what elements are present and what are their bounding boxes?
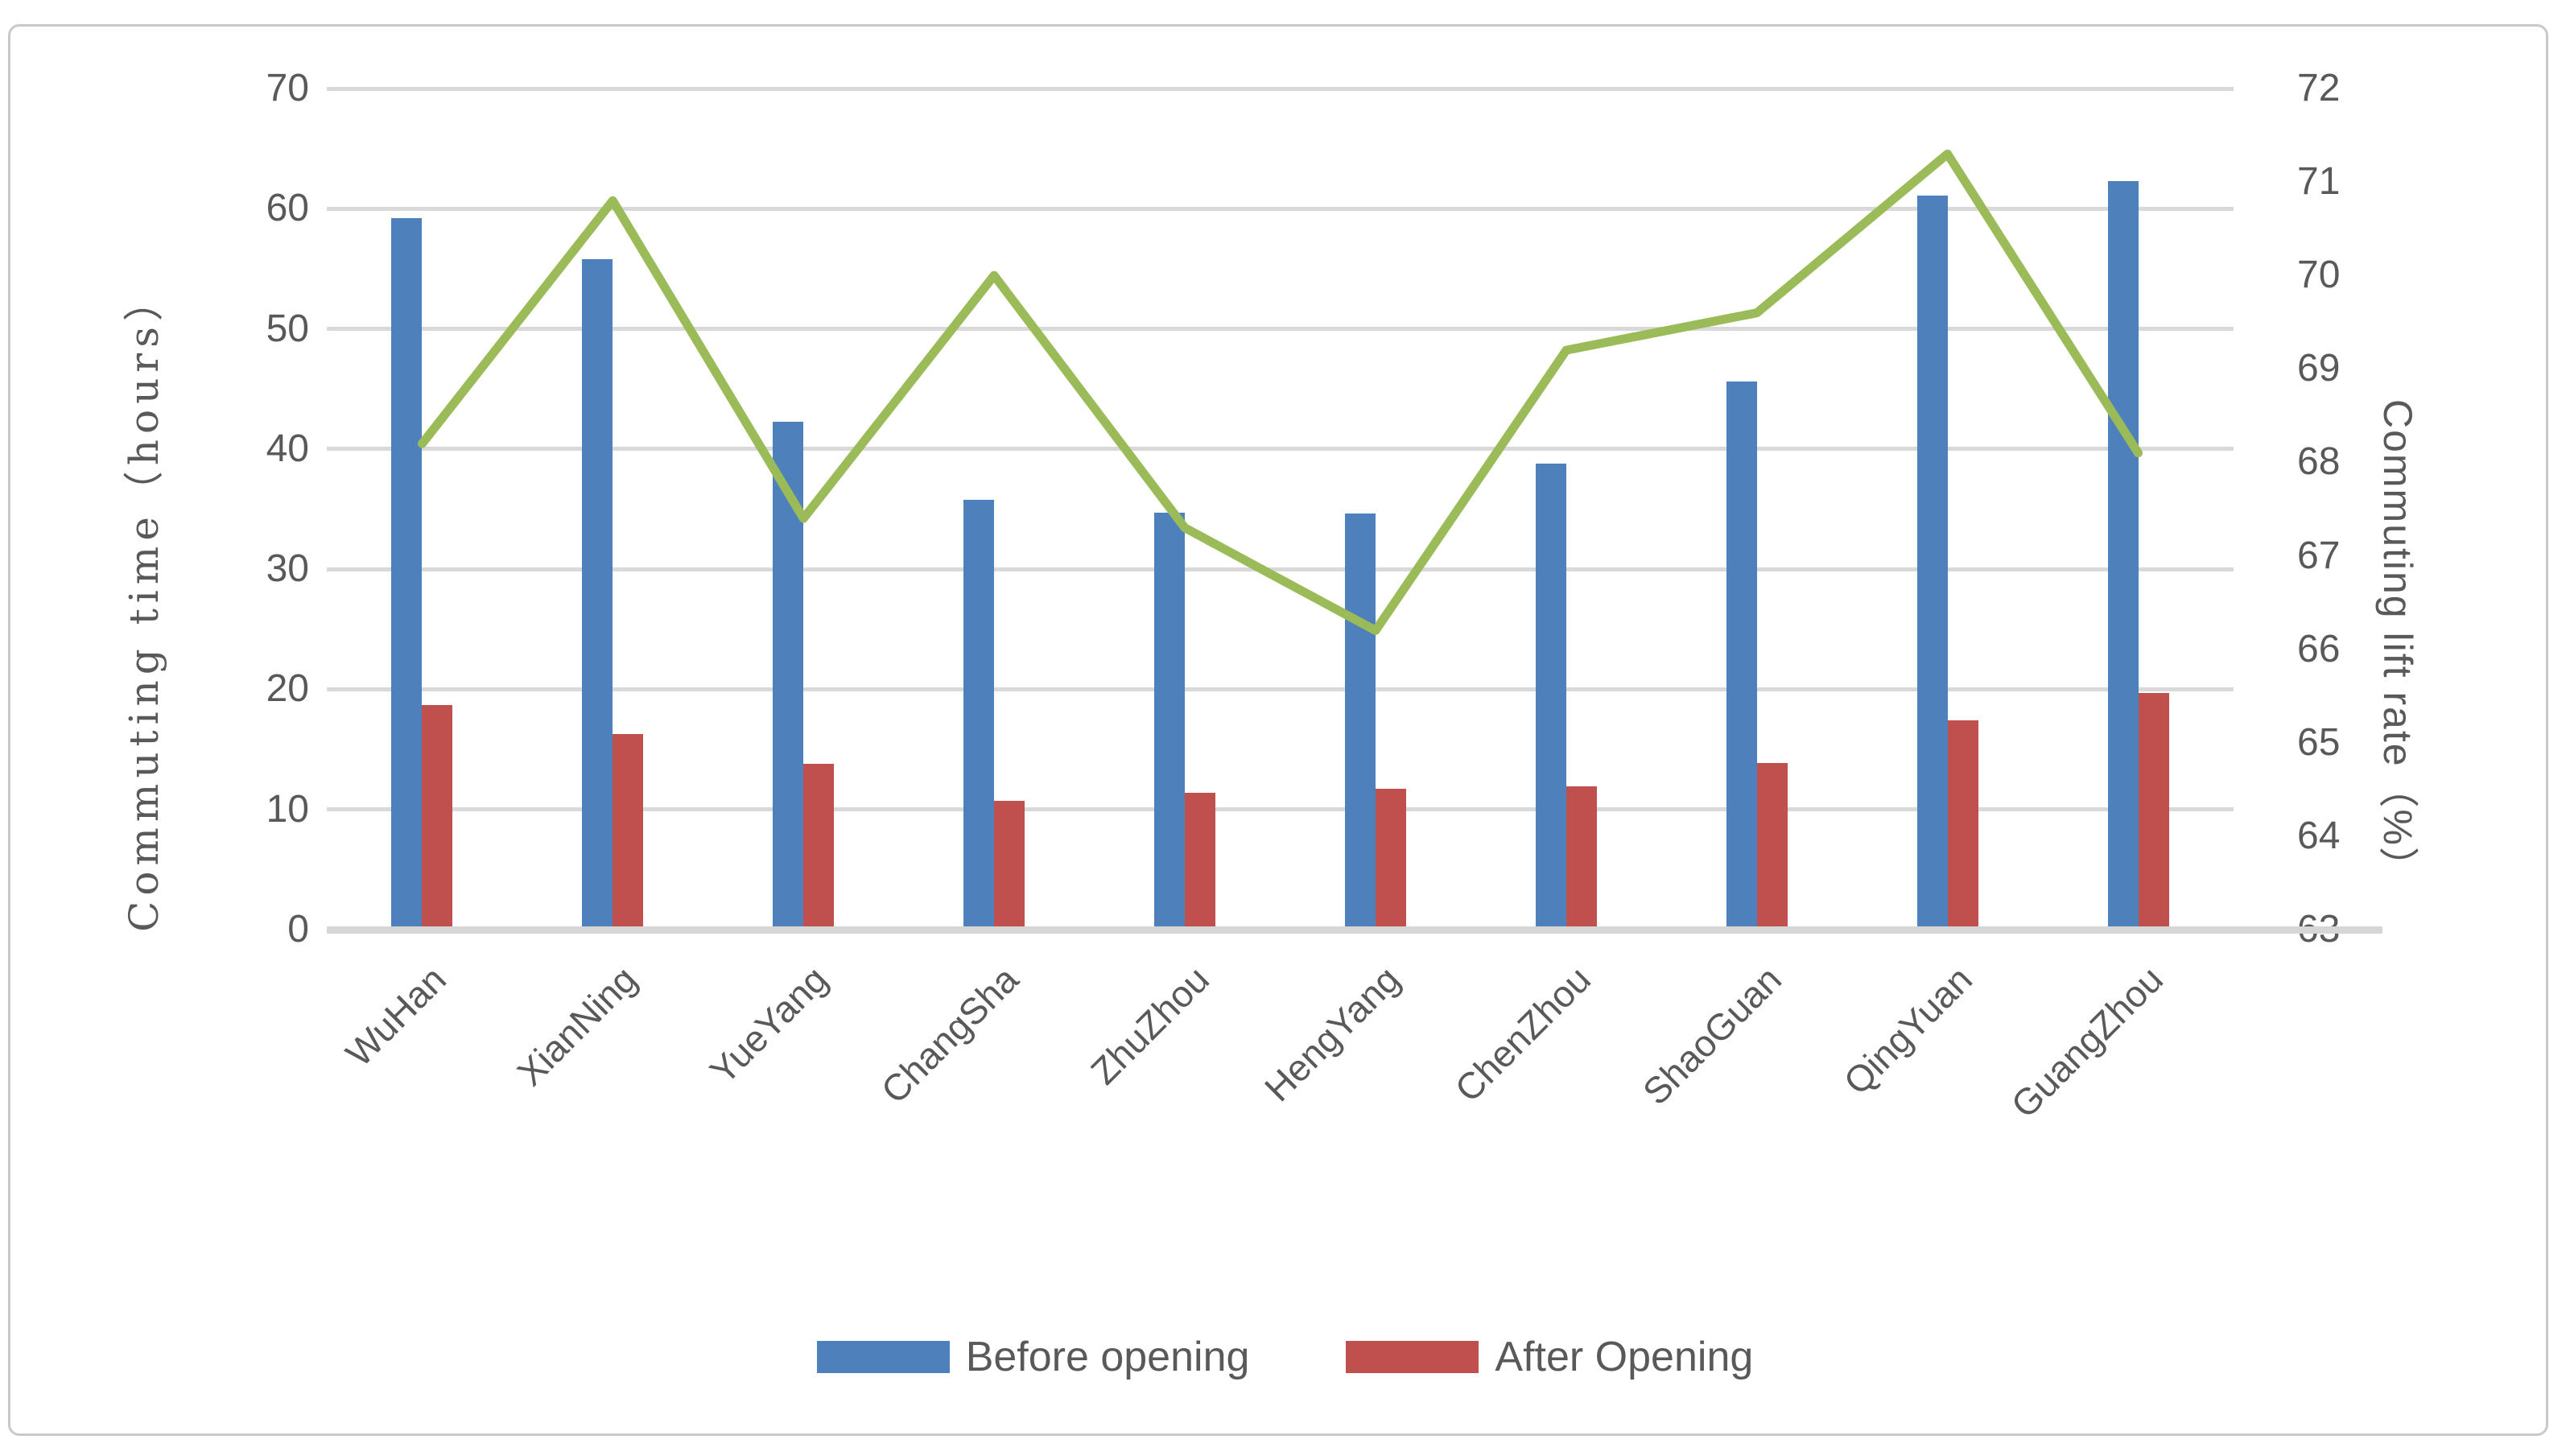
bar-before-qingyuan [1916, 195, 1948, 930]
gridline-40 [327, 447, 2234, 452]
bar-before-xianning [582, 259, 613, 930]
gridline-70 [327, 86, 2234, 91]
left-tick-60: 60 [266, 187, 309, 230]
bar-after-qingyuan [1947, 720, 1978, 930]
x-label-xianning: XianNing [509, 958, 646, 1095]
right-tick-69: 69 [2297, 347, 2341, 390]
x-label-yueyang: YueYang [701, 958, 836, 1092]
left-tick-40: 40 [266, 427, 309, 470]
bar-before-guangzhou [2107, 180, 2139, 930]
right-tick-64: 64 [2297, 814, 2341, 857]
right-tick-65: 65 [2297, 720, 2341, 764]
x-axis-line [327, 926, 2382, 934]
left-tick-50: 50 [266, 307, 309, 350]
x-label-hengyang: HengYang [1256, 958, 1408, 1110]
legend-label: After Opening [1495, 1334, 1754, 1380]
left-tick-10: 10 [266, 787, 309, 831]
lift-rate-line-series [418, 149, 2143, 635]
bar-after-changsha [994, 801, 1025, 930]
x-label-changsha: ChangSha [872, 958, 1027, 1112]
x-label-shaoguan: ShaoGuan [1634, 958, 1789, 1113]
right-tick-68: 68 [2297, 440, 2341, 484]
bar-after-xianning [613, 733, 644, 930]
gridline-10 [327, 807, 2234, 812]
left-tick-20: 20 [266, 667, 309, 711]
gridline-30 [327, 567, 2234, 571]
legend-item-after-opening: After Opening [1346, 1333, 1753, 1381]
x-label-chenzhou: ChenZhou [1446, 958, 1599, 1110]
bar-before-changsha [963, 499, 995, 930]
left-tick-30: 30 [266, 547, 309, 591]
left-tick-70: 70 [266, 67, 309, 109]
gridline-20 [327, 687, 2234, 691]
bar-after-zhuzhou [1185, 792, 1216, 930]
bar-after-yueyang [803, 764, 835, 930]
plot-area [327, 86, 2234, 930]
x-label-guangzhou: GuangZhou [2003, 958, 2171, 1126]
bar-before-shaoguan [1726, 382, 1757, 930]
bar-after-hengyang [1375, 789, 1406, 930]
left-axis-title: Commuting time（hours） [121, 275, 167, 932]
lift-rate-polyline [418, 149, 2143, 635]
right-tick-70: 70 [2297, 254, 2341, 297]
bar-before-zhuzhou [1154, 512, 1186, 930]
right-tick-71: 71 [2297, 160, 2341, 204]
x-label-zhuzhou: ZhuZhou [1083, 958, 1218, 1093]
legend-swatch-icon [816, 1341, 950, 1373]
bar-after-wuhan [422, 704, 453, 930]
right-axis-title: Commuting lift rate（%） [2375, 398, 2420, 889]
legend-item-before-opening: Before opening [816, 1333, 1250, 1381]
x-label-qingyuan: QingYuan [1835, 958, 1980, 1103]
x-label-wuhan: WuHan [337, 958, 455, 1074]
bar-before-hengyang [1344, 514, 1376, 930]
right-tick-72: 72 [2297, 67, 2341, 109]
legend-swatch-icon [1346, 1341, 1479, 1373]
left-tick-0: 0 [287, 908, 309, 951]
legend: Before opening After Opening [0, 1333, 2570, 1381]
bar-after-chenzhou [1566, 786, 1597, 930]
bar-before-wuhan [391, 218, 423, 930]
gridline-60 [327, 206, 2234, 211]
bar-after-shaoguan [1756, 762, 1788, 930]
legend-label: Before opening [965, 1334, 1250, 1380]
right-tick-66: 66 [2297, 627, 2341, 670]
bar-after-guangzhou [2138, 692, 2169, 930]
gridline-50 [327, 327, 2234, 332]
right-tick-67: 67 [2297, 534, 2341, 577]
bar-before-chenzhou [1535, 463, 1566, 930]
